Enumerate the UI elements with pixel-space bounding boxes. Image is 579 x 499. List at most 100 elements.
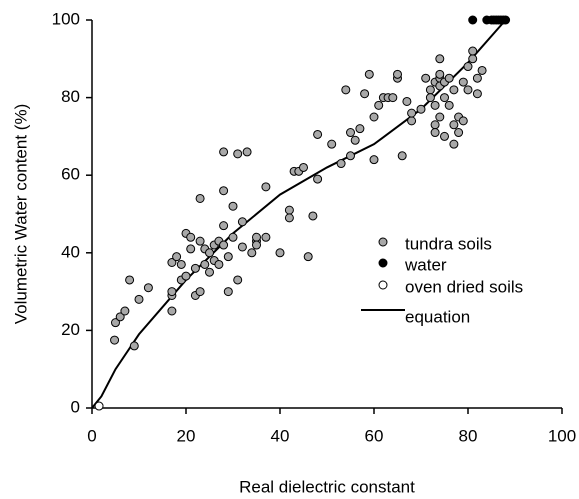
- data-point: [284, 213, 294, 223]
- data-point: [228, 232, 238, 242]
- data-point: [435, 112, 445, 122]
- data-point: [346, 151, 355, 161]
- data-point: [299, 162, 308, 172]
- data-point: [435, 69, 445, 79]
- data-point: [275, 248, 285, 258]
- data-point: [247, 248, 257, 258]
- data-point: [214, 259, 224, 269]
- data-point: [167, 258, 177, 267]
- legend-label: water: [404, 255, 447, 274]
- data-point: [407, 116, 417, 126]
- data-point: [440, 93, 449, 103]
- data-point: [425, 93, 435, 103]
- x-axis-label: Real dielectric constant: [239, 477, 415, 496]
- data-point: [284, 205, 294, 215]
- data-point: [364, 69, 374, 79]
- data-point: [477, 65, 487, 75]
- data-point: [228, 201, 238, 211]
- x-tick-label: 100: [548, 426, 576, 445]
- data-point: [120, 306, 130, 316]
- y-axis-label: Volumetric Water content (%): [11, 104, 30, 324]
- data-point: [501, 15, 511, 25]
- data-point: [430, 120, 440, 130]
- data-point: [425, 85, 435, 95]
- data-point: [449, 85, 459, 95]
- data-point: [341, 85, 351, 95]
- data-point: [261, 182, 271, 192]
- y-tick-label: 100: [52, 9, 80, 28]
- data-point: [435, 54, 445, 64]
- data-point: [463, 85, 473, 95]
- legend-marker: [378, 280, 388, 290]
- legend-label: equation: [405, 307, 470, 326]
- data-point: [355, 124, 365, 134]
- data-point: [167, 306, 177, 316]
- data-point: [468, 15, 478, 25]
- data-point: [94, 401, 104, 411]
- data-point: [219, 147, 229, 157]
- data-point: [233, 275, 243, 285]
- data-point: [242, 147, 252, 157]
- data-point: [223, 287, 233, 297]
- data-point: [472, 73, 482, 83]
- data-point: [397, 151, 407, 161]
- data-point: [454, 128, 464, 138]
- x-tick-label: 60: [365, 426, 384, 445]
- data-point: [143, 283, 153, 293]
- data-point: [186, 244, 196, 254]
- data-point: [176, 259, 186, 269]
- data-point: [458, 116, 468, 126]
- data-point: [393, 69, 402, 79]
- data-point: [219, 240, 229, 250]
- data-point: [172, 252, 182, 262]
- data-point: [181, 271, 191, 281]
- y-tick-label: 0: [71, 397, 80, 416]
- data-point: [369, 112, 379, 122]
- data-point: [195, 193, 205, 203]
- x-tick-label: 20: [177, 426, 196, 445]
- data-point: [303, 252, 313, 262]
- data-point: [237, 242, 247, 252]
- data-point: [200, 259, 210, 269]
- data-point: [195, 236, 205, 246]
- data-point: [374, 100, 384, 110]
- data-point: [416, 104, 426, 114]
- x-tick-label: 0: [87, 426, 96, 445]
- data-point: [233, 149, 243, 159]
- y-tick-label: 60: [61, 165, 80, 184]
- legend-label: tundra soils: [405, 234, 492, 253]
- legend-marker: [378, 237, 388, 247]
- data-point: [407, 108, 417, 118]
- data-point: [190, 263, 200, 273]
- data-point: [308, 211, 318, 221]
- data-point: [219, 186, 229, 196]
- legend-marker: [378, 258, 388, 268]
- data-point: [472, 89, 482, 99]
- data-point: [237, 217, 247, 227]
- data-point: [110, 335, 120, 345]
- data-point: [449, 120, 459, 130]
- data-point: [252, 240, 261, 250]
- data-point: [430, 100, 440, 110]
- data-point: [388, 93, 398, 103]
- data-point: [195, 287, 205, 297]
- data-point: [468, 46, 478, 56]
- y-tick-label: 80: [61, 87, 80, 106]
- data-point: [186, 232, 196, 242]
- data-point: [327, 139, 337, 149]
- data-point: [449, 139, 459, 149]
- data-point: [360, 89, 370, 99]
- data-point: [444, 73, 454, 83]
- x-tick-label: 80: [459, 426, 478, 445]
- data-point: [458, 77, 468, 87]
- y-tick-label: 40: [61, 242, 80, 261]
- data-point: [468, 54, 478, 64]
- data-point: [129, 341, 139, 351]
- data-point: [219, 221, 229, 231]
- data-point: [336, 159, 346, 169]
- data-point: [444, 100, 454, 110]
- data-point: [167, 287, 177, 297]
- data-point: [313, 129, 323, 139]
- data-point: [205, 267, 214, 277]
